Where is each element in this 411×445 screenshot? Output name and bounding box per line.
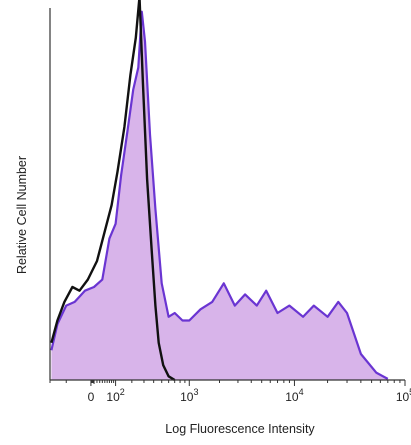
histogram-fill-0: [51, 11, 388, 380]
x-tick-label-exponent: 2: [120, 387, 125, 397]
histogram-line-stained: [50, 10, 389, 380]
x-tick-label-base: 10: [285, 390, 299, 404]
plot-area: [50, 0, 389, 382]
x-tick-label: 103: [180, 387, 198, 404]
x-tick-label-base: 0: [88, 390, 95, 404]
x-tick-label-exponent: 5: [409, 387, 411, 397]
x-tick-label: 104: [285, 387, 303, 404]
x-tick-label: 102: [106, 387, 124, 404]
x-tick-label-base: 10: [396, 390, 410, 404]
x-axis-label: Log Fluorescence Intensity: [165, 422, 315, 436]
histogram-line-control: [50, 0, 176, 382]
x-tick-label: 0: [88, 390, 95, 404]
x-tick-label: 105: [396, 387, 411, 404]
x-tick-label-base: 10: [106, 390, 120, 404]
x-tick-label-exponent: 4: [299, 387, 304, 397]
x-tick-label-exponent: 3: [193, 387, 198, 397]
x-axis-ticks: [49, 380, 406, 386]
x-axis-tick-labels: 0102103104105: [88, 387, 411, 404]
x-tick-label-base: 10: [180, 390, 194, 404]
y-axis-label: Relative Cell Number: [15, 156, 29, 274]
